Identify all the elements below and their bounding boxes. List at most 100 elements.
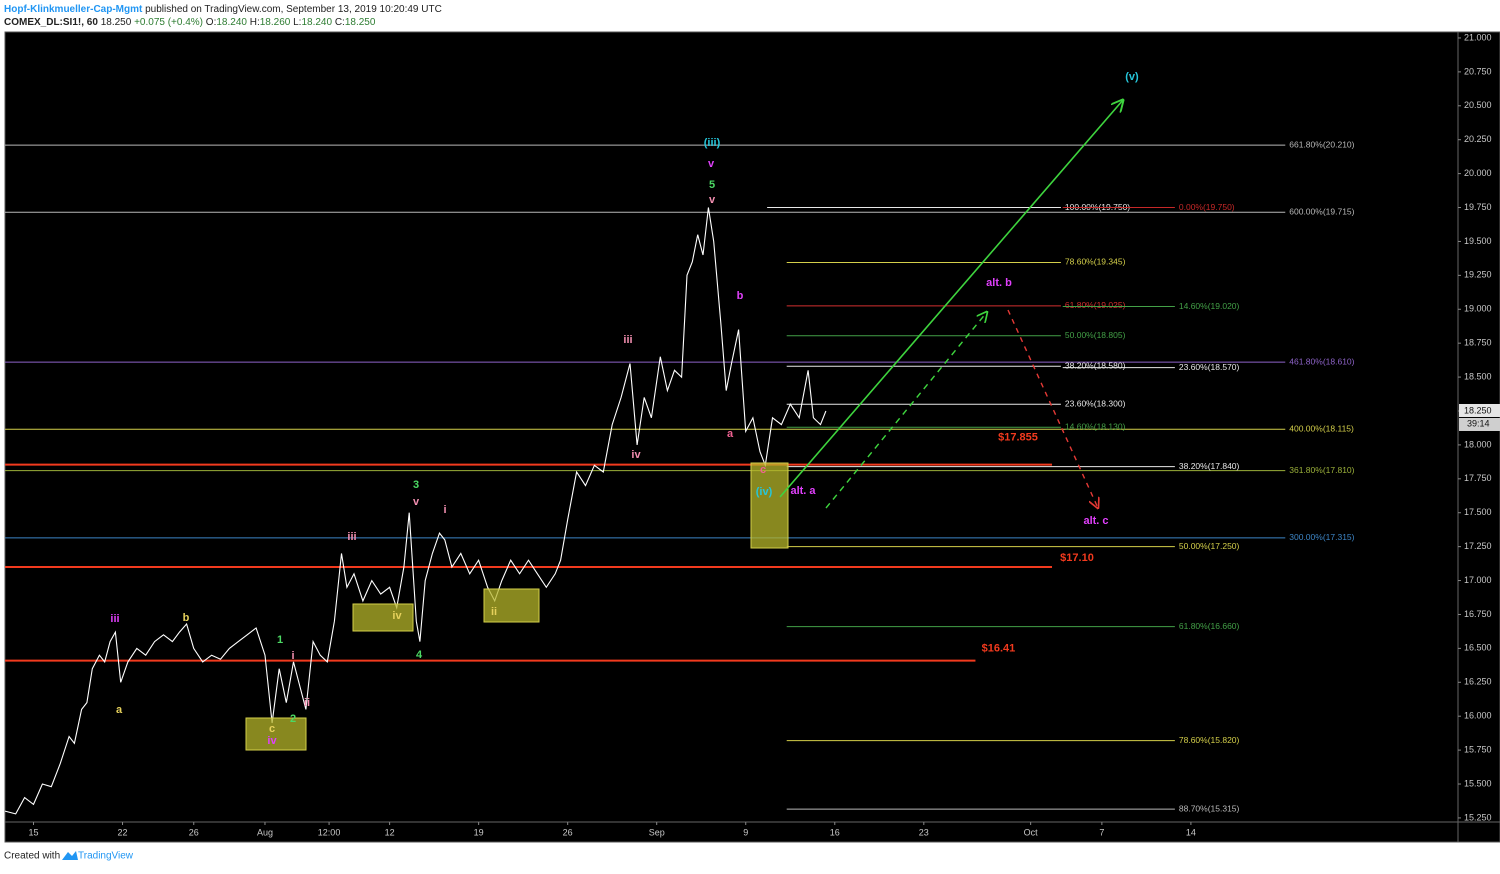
tradingview-logo	[62, 851, 78, 860]
y-tick-label: 21.000	[1464, 32, 1492, 42]
x-tick-label: 23	[919, 827, 929, 837]
alt-projection-arrow	[825, 312, 987, 509]
wave-label: i	[291, 650, 294, 662]
x-tick-label: 7	[1099, 827, 1104, 837]
wave-label: v	[413, 496, 420, 508]
wave-label: c	[269, 723, 275, 735]
wave-label: 1	[277, 634, 283, 646]
level-label: 61.80%(19.025)	[1065, 300, 1126, 310]
wave-label: 3	[413, 479, 419, 491]
publisher[interactable]: Hopf-Klinkmueller-Cap-Mgmt	[4, 4, 143, 15]
y-tick-label: 20.250	[1464, 134, 1492, 144]
y-tick-label: 16.250	[1464, 677, 1492, 687]
level-label: 361.80%(17.810)	[1289, 465, 1354, 475]
level-label: 23.60%(18.300)	[1065, 398, 1126, 408]
level-label: 461.80%(18.610)	[1289, 356, 1354, 366]
price-tag-label: 18.250	[1464, 405, 1492, 415]
wave-label: 4	[416, 649, 423, 661]
level-label: 300.00%(17.315)	[1289, 532, 1354, 542]
x-tick-label: 19	[474, 827, 484, 837]
x-tick-label: 16	[830, 827, 840, 837]
wave-label: c	[760, 464, 766, 476]
price-tag	[1459, 403, 1500, 417]
change: +0.075 (+0.4%)	[134, 17, 203, 28]
support-label: $16.41	[982, 642, 1016, 654]
c-key: C:	[335, 17, 345, 28]
level-label: 61.80%(16.660)	[1179, 621, 1240, 631]
y-tick-label: 20.000	[1464, 168, 1492, 178]
wave-label: ii	[304, 697, 310, 709]
y-tick-label: 20.750	[1464, 66, 1492, 76]
o-value: 18.240	[216, 17, 247, 28]
wave-label: alt. a	[790, 485, 816, 497]
y-tick-label: 16.500	[1464, 643, 1492, 653]
y-tick-label: 18.000	[1464, 439, 1492, 449]
level-label: 14.60%(19.020)	[1179, 301, 1240, 311]
wave-label: ii	[491, 606, 497, 618]
y-tick-label: 15.500	[1464, 778, 1492, 788]
level-label: 14.60%(18.130)	[1065, 422, 1126, 432]
h-value: 18.260	[260, 17, 291, 28]
wave-label: iv	[392, 610, 402, 622]
x-tick-label: Oct	[1024, 827, 1039, 837]
publish-line: Hopf-Klinkmueller-Cap-Mgmt published on …	[4, 4, 442, 15]
y-tick-label: 18.500	[1464, 371, 1492, 381]
level-label: 0.00%(19.750)	[1179, 202, 1235, 212]
x-tick-label: 9	[743, 827, 748, 837]
symbol: COMEX_DL:SI1!, 60	[4, 17, 98, 28]
wave-label: a	[116, 704, 123, 716]
y-tick-label: 18.750	[1464, 338, 1492, 348]
wave-label: iv	[631, 449, 641, 461]
level-label: 78.60%(15.820)	[1179, 735, 1240, 745]
x-tick-label: 12:00	[318, 827, 341, 837]
c-value: 18.250	[345, 17, 376, 28]
wave-label: alt. c	[1083, 515, 1108, 527]
x-tick-label: 26	[563, 827, 573, 837]
y-tick-label: 17.750	[1464, 473, 1492, 483]
chart-panel	[4, 31, 1500, 843]
l-key: L:	[293, 17, 301, 28]
published: published on TradingView.com, September …	[145, 4, 442, 15]
level-label: 88.70%(15.315)	[1179, 803, 1240, 813]
support-label: $17.10	[1060, 552, 1094, 564]
level-label: 78.60%(19.345)	[1065, 257, 1126, 267]
level-label: 600.00%(19.715)	[1289, 207, 1354, 217]
o-key: O:	[206, 17, 217, 28]
level-label: 38.20%(17.840)	[1179, 461, 1240, 471]
level-label: 38.20%(18.580)	[1065, 360, 1126, 370]
wave-label: v	[708, 158, 715, 170]
level-label: 50.00%(17.250)	[1179, 541, 1240, 551]
wave-boxes	[245, 462, 789, 751]
y-tick-label: 17.000	[1464, 575, 1492, 585]
footer-brand[interactable]: TradingView	[78, 851, 134, 862]
last-price: 18.250	[101, 17, 132, 28]
support-label: $17.855	[998, 431, 1038, 443]
wave-label: (iii)	[704, 137, 721, 149]
y-tick-label: 15.250	[1464, 812, 1492, 822]
x-tick-label: 12	[385, 827, 395, 837]
y-tick-label: 19.000	[1464, 304, 1492, 314]
y-tick-label: 17.250	[1464, 541, 1492, 551]
symbol-line: COMEX_DL:SI1!, 60 18.250 +0.075 (+0.4%) …	[4, 17, 376, 28]
h-key: H:	[250, 17, 260, 28]
y-tick-label: 20.500	[1464, 100, 1492, 110]
level-label: 100.00%(19.750)	[1065, 202, 1130, 212]
y-tick-label: 16.750	[1464, 609, 1492, 619]
wave-label: alt. b	[986, 277, 1012, 289]
zone-box	[750, 462, 789, 549]
l-value: 18.240	[301, 17, 332, 28]
wave-label: (iv)	[756, 486, 773, 498]
footer-created: Created with	[4, 851, 60, 862]
wave-label: b	[183, 612, 190, 624]
y-tick-label: 17.500	[1464, 507, 1492, 517]
zone-box	[245, 717, 307, 751]
x-tick-label: 26	[189, 827, 199, 837]
zone-box	[483, 588, 540, 623]
x-tick-label: Sep	[649, 827, 665, 837]
y-tick-label: 16.000	[1464, 711, 1492, 721]
wave-label: b	[737, 290, 744, 302]
wave-label: iii	[347, 531, 356, 543]
x-tick-label: 22	[118, 827, 128, 837]
y-tick-label: 19.750	[1464, 202, 1492, 212]
